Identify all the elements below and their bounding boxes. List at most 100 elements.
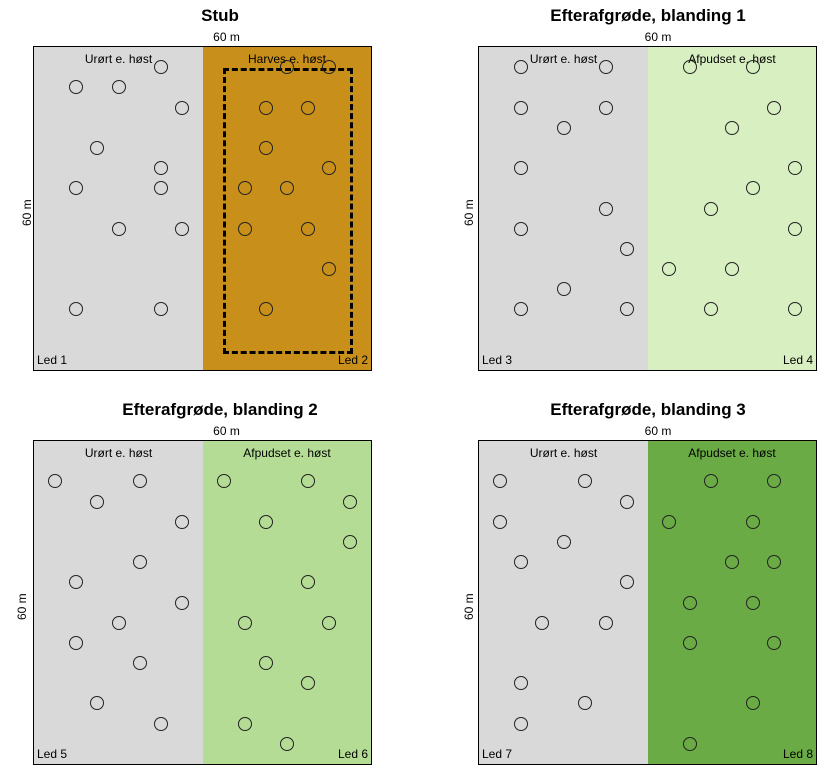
sample-plot-circle (69, 302, 84, 317)
strip-label: Harves e. høst (247, 52, 327, 66)
sample-plot-circle (556, 534, 571, 549)
led-label: Led 2 (337, 353, 368, 367)
sample-plot-circle (683, 595, 697, 610)
sample-plot-circle (322, 60, 336, 75)
strip-left: Urørt e. høst Led 3 (479, 47, 649, 370)
led-label: Led 7 (482, 747, 513, 761)
strip-left: Urørt e. høst Led 7 (479, 441, 649, 764)
sample-plot-circle (746, 181, 760, 196)
sample-plot-circle (69, 575, 84, 590)
sample-plot-circle (69, 80, 84, 95)
sample-plot-circle (788, 302, 802, 317)
field: Urørt e. høst Led 7 Afpudset e. høst Led… (478, 440, 817, 765)
sample-plot-circle (238, 615, 252, 630)
led-label: Led 5 (37, 747, 68, 761)
sample-plot-circle (619, 241, 634, 256)
sample-plot-circle (48, 474, 63, 489)
sample-plot-circle (577, 474, 592, 489)
sample-plot-circle (535, 615, 550, 630)
sample-plot-circle (577, 696, 592, 711)
sample-plot-circle (788, 161, 802, 176)
width-label: 60 m (213, 424, 240, 438)
sample-plot-circle (619, 302, 634, 317)
field: Urørt e. høst Led 3 Afpudset e. høst Led… (478, 46, 817, 371)
strip-label: Afpudset e. høst (688, 52, 776, 66)
field: Urørt e. høst Led 1 Harves e. høst Led 2 (33, 46, 372, 371)
sample-plot-circle (217, 474, 231, 489)
led-label: Led 8 (782, 747, 813, 761)
sample-plot-circle (238, 716, 252, 731)
strip-right: Afpudset e. høst Led 4 (648, 47, 816, 370)
sample-plot-circle (174, 221, 189, 236)
sample-plot-circle (259, 302, 273, 317)
sample-plot-circle (259, 140, 273, 155)
sample-plot-circle (514, 302, 529, 317)
sample-plot-circle (514, 100, 529, 115)
sample-plot-circle (132, 555, 147, 570)
sample-plot-circle (767, 555, 781, 570)
sample-plot-circle (514, 716, 529, 731)
width-label: 60 m (213, 30, 240, 44)
sample-plot-circle (343, 494, 357, 509)
sample-plot-circle (153, 302, 168, 317)
sample-plot-circle (69, 635, 84, 650)
sample-plot-circle (767, 100, 781, 115)
sample-plot-circle (598, 60, 613, 75)
height-label: 60 m (20, 199, 34, 226)
sample-plot-circle (746, 60, 760, 75)
sample-plot-circle (153, 60, 168, 75)
sample-plot-circle (767, 635, 781, 650)
sample-plot-circle (301, 676, 315, 691)
sample-plot-circle (746, 514, 760, 529)
sample-plot-circle (556, 120, 571, 135)
strip-label: Afpudset e. høst (688, 446, 776, 460)
height-label: 60 m (462, 199, 476, 226)
sample-plot-circle (598, 615, 613, 630)
harrow-boundary (223, 68, 353, 354)
sample-plot-circle (598, 100, 613, 115)
sample-plot-circle (301, 575, 315, 590)
sample-plot-circle (788, 221, 802, 236)
sample-plot-circle (174, 514, 189, 529)
sample-plot-circle (174, 100, 189, 115)
strip-label: Afpudset e. høst (243, 446, 331, 460)
led-label: Led 1 (37, 353, 68, 367)
sample-plot-circle (725, 120, 739, 135)
strip-left: Urørt e. høst Led 5 (34, 441, 204, 764)
panel-title: Stub (201, 6, 239, 25)
sample-plot-circle (514, 221, 529, 236)
sample-plot-circle (259, 514, 273, 529)
panel-title: Efterafgrøde, blanding 2 (122, 400, 318, 419)
strip-right: Afpudset e. høst Led 6 (203, 441, 371, 764)
sample-plot-circle (322, 161, 336, 176)
sample-plot-circle (662, 514, 676, 529)
sample-plot-circle (90, 696, 105, 711)
sample-plot-circle (153, 716, 168, 731)
sample-plot-circle (111, 80, 126, 95)
panel-blanding-2: Efterafgrøde, blanding 2 60 m 60 m Urørt… (15, 394, 420, 769)
sample-plot-circle (280, 60, 294, 75)
sample-plot-circle (301, 474, 315, 489)
strip-right: Afpudset e. høst Led 8 (648, 441, 816, 764)
strip-right: Harves e. høst Led 2 (203, 47, 371, 370)
sample-plot-circle (238, 181, 252, 196)
sample-plot-circle (153, 181, 168, 196)
sample-plot-circle (301, 100, 315, 115)
sample-plot-circle (238, 221, 252, 236)
panel-stub: Stub 60 m 60 m Urørt e. høst Led 1 Harve… (20, 0, 420, 375)
sample-plot-circle (174, 595, 189, 610)
sample-plot-circle (301, 221, 315, 236)
sample-plot-circle (514, 60, 529, 75)
sample-plot-circle (725, 262, 739, 277)
sample-plot-circle (132, 656, 147, 671)
width-label: 60 m (644, 424, 672, 438)
sample-plot-circle (322, 262, 336, 277)
sample-plot-circle (662, 262, 676, 277)
sample-plot-circle (619, 575, 634, 590)
panel-blanding-1: Efterafgrøde, blanding 1 60 m 60 m Urørt… (438, 0, 838, 375)
strip-label: Urørt e. høst (84, 446, 153, 460)
sample-plot-circle (259, 100, 273, 115)
sample-plot-circle (493, 514, 508, 529)
sample-plot-circle (704, 474, 718, 489)
sample-plot-circle (493, 474, 508, 489)
